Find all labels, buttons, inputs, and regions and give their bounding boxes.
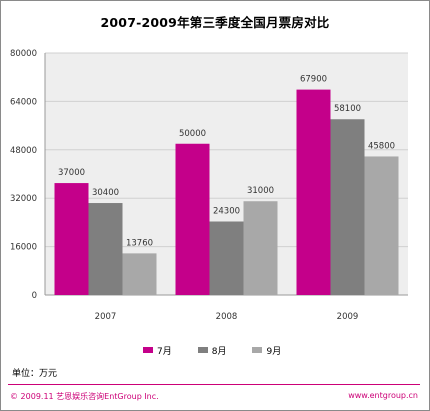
legend-item-7: 7月 [143,344,172,357]
bar [122,253,157,295]
website-link[interactable]: www.entgroup.cn [348,391,418,400]
legend-label-9: 9月 [266,346,282,357]
y-tick-label: 32000 [10,194,37,204]
legend-swatch-7 [143,347,153,353]
y-tick-label: 16000 [10,243,37,253]
y-tick-label: 80000 [10,49,37,59]
y-tick-label: 48000 [10,146,37,156]
x-tick-label: 2009 [337,312,359,322]
legend: 7月 8月 9月 [143,343,307,357]
footer-divider [8,384,420,385]
data-label: 67900 [300,75,327,85]
bar [88,203,123,295]
data-label: 45800 [368,141,395,151]
bar [175,143,210,295]
legend-swatch-9 [252,347,263,353]
data-label: 58100 [334,104,361,114]
data-label: 24300 [213,206,240,216]
data-label: 37000 [58,168,85,178]
legend-item-8: 8月 [197,344,227,357]
data-label: 30400 [92,188,119,198]
y-tick-label: 0 [32,291,37,301]
bar [209,221,244,295]
bar [296,89,331,295]
data-label: 13760 [126,238,153,248]
x-tick-label: 2007 [95,312,117,322]
chart-title: 2007-2009年第三季度全国月票房对比 [100,15,330,30]
bar [243,201,278,295]
data-label: 50000 [179,129,206,139]
legend-label-8: 8月 [211,346,227,357]
data-label: 31000 [247,186,274,196]
bar [330,119,365,295]
copyright-text: © 2009.11 艺恩娱乐咨询EntGroup Inc. [10,392,159,401]
legend-label-7: 7月 [157,346,172,357]
y-tick-label: 64000 [10,97,37,107]
bar [54,183,89,295]
bar [364,156,399,295]
legend-swatch-8 [197,347,208,353]
x-tick-label: 2008 [216,312,238,322]
legend-item-9: 9月 [252,344,281,357]
unit-label: 单位：万元 [12,369,58,379]
